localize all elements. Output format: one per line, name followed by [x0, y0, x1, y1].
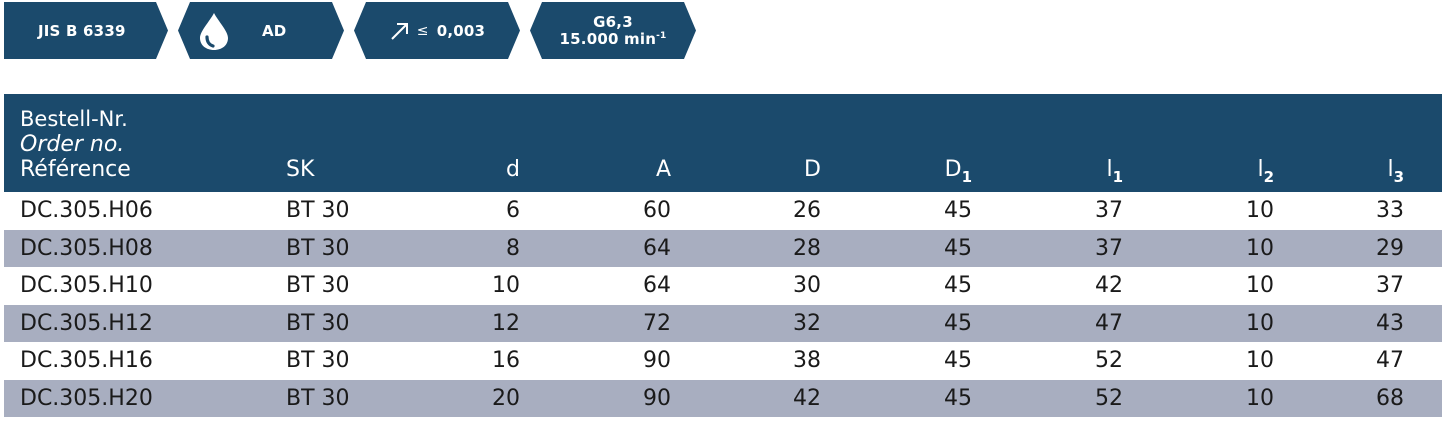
- cell-D1: 45: [944, 348, 972, 373]
- cell-l3: 37: [1376, 273, 1404, 298]
- header-d: d: [506, 157, 520, 182]
- cell-D: 38: [793, 348, 821, 373]
- cell-d: 8: [506, 235, 520, 261]
- runout-symbol: ≤: [416, 22, 429, 39]
- balance-speed-exponent: -1: [656, 30, 667, 41]
- badge-bar: JIS B 6339 AD ≤ 0,003 G6,3 15.000 min-1: [4, 2, 704, 59]
- cell-sk: BT 30: [286, 385, 350, 411]
- header-l1-base: l: [1106, 157, 1113, 182]
- balance-speed-line: 15.000 min-1: [559, 29, 667, 48]
- cell-d: 6: [506, 198, 520, 223]
- cell-l2: 10: [1246, 385, 1274, 411]
- header-l3: l3: [1387, 157, 1404, 185]
- cell-l3: 47: [1376, 348, 1404, 373]
- cell-d: 10: [492, 273, 520, 298]
- header-l2-sub: 2: [1263, 168, 1274, 186]
- cell-l1: 37: [1095, 198, 1123, 223]
- arrow-up-right-icon: [391, 22, 408, 40]
- cell-D1: 45: [944, 273, 972, 298]
- header-ref-en: Order no.: [20, 132, 125, 157]
- table-row: DC.305.H08 BT 30 8 64 28 45 37 10 29: [4, 229, 1442, 267]
- header-l2: l2: [1257, 157, 1274, 185]
- runout-badge: ≤ 0,003: [354, 2, 520, 59]
- table-row: DC.305.H16 BT 30 16 90 38 45 52 10 47: [4, 342, 1442, 380]
- standard-badge: JIS B 6339: [4, 2, 168, 59]
- cell-l1: 42: [1095, 273, 1123, 298]
- table-header: Bestell-Nr. Order no. Référence SK d A D…: [4, 94, 1442, 192]
- coolant-label: AD: [262, 22, 287, 40]
- cell-D1: 45: [944, 235, 972, 261]
- cell-D: 30: [793, 273, 821, 298]
- cell-l1: 37: [1095, 235, 1123, 261]
- cell-sk: BT 30: [286, 198, 350, 223]
- cell-A: 72: [643, 310, 671, 336]
- cell-D1: 45: [944, 310, 972, 336]
- header-D: D: [804, 157, 821, 182]
- table-row: DC.305.H20 BT 30 20 90 42 45 52 10 68: [4, 379, 1442, 417]
- cell-l2: 10: [1246, 198, 1274, 223]
- cell-D: 42: [793, 385, 821, 411]
- cell-D: 28: [793, 235, 821, 261]
- header-reference: Bestell-Nr. Order no. Référence: [20, 107, 131, 182]
- cell-l1: 52: [1095, 348, 1123, 373]
- cell-A: 60: [643, 198, 671, 223]
- balance-grade: G6,3: [593, 12, 633, 31]
- standard-label: JIS B 6339: [38, 21, 126, 40]
- cell-ref: DC.305.H12: [20, 310, 153, 336]
- header-ref-fr: Référence: [20, 157, 131, 182]
- cell-sk: BT 30: [286, 235, 350, 261]
- cell-l3: 29: [1376, 235, 1404, 261]
- header-l1-sub: 1: [1112, 168, 1123, 186]
- cell-l1: 47: [1095, 310, 1123, 336]
- cell-D: 32: [793, 310, 821, 336]
- cell-D1: 45: [944, 198, 972, 223]
- balance-speed: 15.000 min: [559, 29, 657, 48]
- cell-l1: 52: [1095, 385, 1123, 411]
- header-l3-sub: 3: [1393, 168, 1404, 186]
- cell-A: 90: [643, 348, 671, 373]
- cell-A: 64: [643, 235, 671, 261]
- drop-icon: [200, 13, 228, 50]
- cell-A: 90: [643, 385, 671, 411]
- table-row: DC.305.H12 BT 30 12 72 32 45 47 10 43: [4, 304, 1442, 342]
- header-l2-base: l: [1257, 157, 1264, 182]
- header-l3-base: l: [1387, 157, 1394, 182]
- table-row: DC.305.H10 BT 30 10 64 30 45 42 10 37: [4, 267, 1442, 305]
- cell-ref: DC.305.H10: [20, 273, 153, 298]
- table-row: DC.305.H06 BT 30 6 60 26 45 37 10 33: [4, 192, 1442, 230]
- cell-l3: 33: [1376, 198, 1404, 223]
- header-D1-sub: 1: [961, 168, 972, 186]
- cell-ref: DC.305.H16: [20, 348, 153, 373]
- cell-D1: 45: [944, 385, 972, 411]
- balance-badge: G6,3 15.000 min-1: [530, 2, 696, 59]
- header-D1: D1: [944, 157, 972, 185]
- cell-ref: DC.305.H08: [20, 235, 153, 261]
- cell-D: 26: [793, 198, 821, 223]
- cell-l2: 10: [1246, 310, 1274, 336]
- cell-l3: 43: [1376, 310, 1404, 336]
- header-D1-base: D: [944, 157, 962, 182]
- cell-ref: DC.305.H20: [20, 385, 153, 411]
- product-table: Bestell-Nr. Order no. Référence SK d A D…: [4, 94, 1442, 417]
- cell-A: 64: [643, 273, 671, 298]
- header-l1: l1: [1106, 157, 1123, 185]
- cell-l2: 10: [1246, 273, 1274, 298]
- cell-sk: BT 30: [286, 310, 350, 336]
- cell-d: 20: [492, 385, 520, 411]
- cell-l2: 10: [1246, 235, 1274, 261]
- header-A: A: [655, 157, 671, 182]
- cell-l2: 10: [1246, 348, 1274, 373]
- header-sk: SK: [286, 157, 315, 182]
- cell-ref: DC.305.H06: [20, 198, 153, 223]
- coolant-badge: AD: [178, 2, 344, 59]
- cell-sk: BT 30: [286, 273, 350, 298]
- cell-l3: 68: [1376, 385, 1404, 411]
- cell-d: 16: [492, 348, 520, 373]
- cell-sk: BT 30: [286, 348, 350, 373]
- header-ref-de: Bestell-Nr.: [20, 107, 128, 131]
- cell-d: 12: [492, 310, 520, 336]
- runout-value: 0,003: [436, 21, 486, 40]
